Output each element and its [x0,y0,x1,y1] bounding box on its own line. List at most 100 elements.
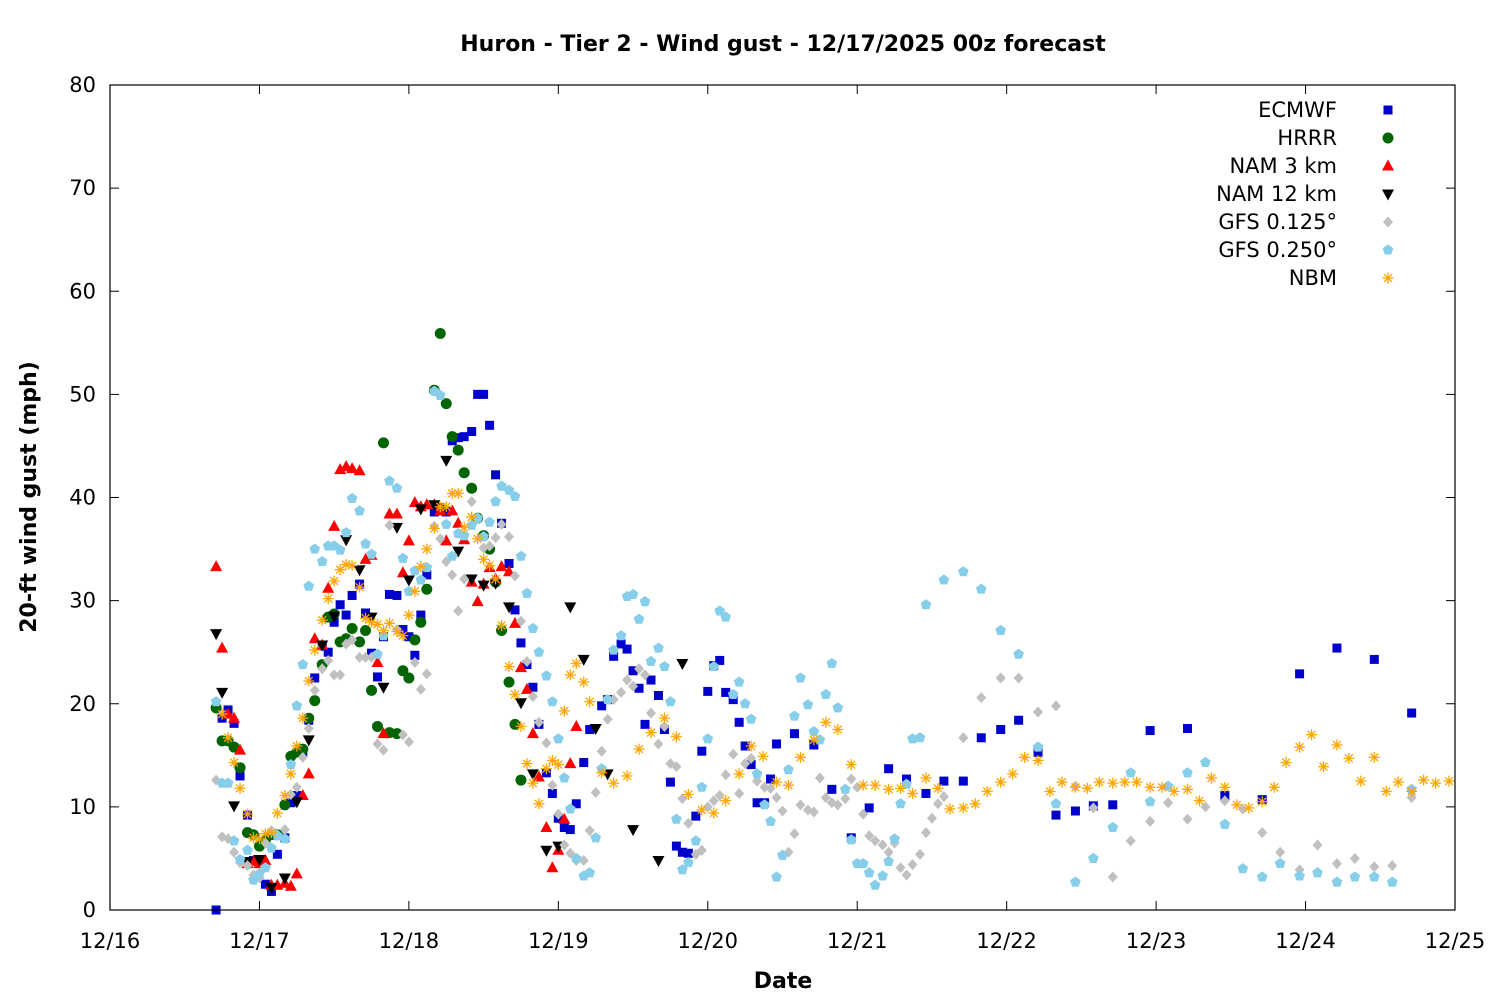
data-point-gfs-0-125 [914,848,925,860]
data-point-nbm [490,573,502,585]
data-point-gfs-0-125 [622,674,633,686]
legend-marker-nam-3-km [1382,159,1394,171]
data-point-ecmwf [715,655,725,665]
data-point-gfs-0-250 [771,871,782,882]
data-point-gfs-0-125 [938,791,949,803]
data-point-nbm [241,808,253,820]
data-point-ecmwf [384,589,394,599]
data-point-nbm [645,727,657,739]
data-point-nbm [346,560,358,572]
data-point-nam-3-km [322,581,335,593]
data-point-gfs-0-125 [378,744,389,756]
data-point-gfs-0-250 [446,550,458,561]
data-point-gfs-0-250 [541,670,552,681]
data-point-nbm [1443,775,1455,787]
data-point-gfs-0-250 [820,688,832,699]
data-point-ecmwf [422,570,432,580]
data-point-hrrr [515,774,527,786]
x-tick-label: 12/21 [827,929,888,953]
data-point-gfs-0-125 [242,860,253,872]
data-point-nam-3-km [471,595,484,607]
data-point-nbm [503,661,515,673]
data-point-nbm [1119,776,1131,788]
data-point-gfs-0-125 [1331,858,1342,870]
data-point-nbm [1205,772,1217,784]
data-point-gfs-0-125 [559,839,570,851]
data-point-gfs-0-250 [659,661,670,672]
data-point-nbm [484,560,496,572]
data-point-hrrr [440,398,452,410]
data-point-nam-12-km [402,575,415,587]
series-gfs-0-125 [211,496,1417,884]
data-point-gfs-0-250 [683,856,694,868]
data-point-nbm [458,521,470,533]
data-point-nam-12-km [477,580,490,592]
data-point-hrrr [409,634,421,646]
data-point-gfs-0-250 [440,518,452,529]
data-point-nbm [969,798,981,810]
data-point-nam-12-km [589,724,602,735]
data-point-nbm [415,561,427,573]
data-point-gfs-0-125 [820,792,831,804]
data-point-gfs-0-250 [1144,796,1156,807]
data-point-ecmwf [752,798,762,808]
data-point-ecmwf [734,717,744,727]
data-point-gfs-0-250 [608,644,619,655]
data-point-ecmwf [697,746,707,756]
data-point-nam-12-km [564,602,577,614]
data-point-gfs-0-125 [920,827,931,839]
data-point-nbm [428,522,440,534]
data-point-nam-12-km [228,801,241,813]
data-point-ecmwf [772,739,782,749]
data-point-nbm [596,767,608,779]
data-point-nbm [584,696,596,708]
data-point-nbm [297,712,309,724]
data-point-gfs-0-250 [260,862,271,873]
data-point-gfs-0-250 [877,870,888,881]
data-point-gfs-0-250 [521,587,533,598]
data-point-ecmwf [740,741,750,751]
data-point-nbm [1280,757,1292,769]
data-point-nam-3-km [396,566,409,578]
data-point-nbm [253,833,265,845]
data-point-nbm [633,743,645,755]
data-point-nam-3-km [328,519,341,531]
data-point-ecmwf [373,672,383,682]
data-point-nbm [285,768,297,780]
data-point-nbm [509,688,521,700]
data-point-nam-3-km [558,812,571,824]
data-point-nbm [1093,776,1105,788]
data-point-gfs-0-250 [279,833,291,844]
data-point-nbm [328,575,340,587]
data-point-nbm [944,803,956,815]
data-point-nam-12-km [414,504,427,516]
data-point-ecmwf [1108,800,1118,810]
data-point-gfs-0-250 [759,799,770,810]
data-point-nam-12-km [514,698,527,710]
data-point-gfs-0-250 [883,855,894,867]
data-point-ecmwf [628,666,638,676]
y-tick-label: 50 [69,382,96,406]
data-point-nbm [995,776,1007,788]
data-point-gfs-0-125 [1033,706,1044,718]
data-point-gfs-0-125 [926,812,937,824]
data-point-gfs-0-125 [504,531,515,543]
data-point-nbm [1168,785,1180,797]
data-point-gfs-0-125 [303,723,314,734]
data-point-gfs-0-250 [590,832,602,843]
data-point-gfs-0-125 [309,684,320,696]
data-point-ecmwf [1182,724,1192,733]
data-point-nam-12-km [328,611,341,623]
y-tick-label: 30 [69,589,96,613]
data-point-gfs-0-250 [570,852,582,863]
legend-label-nam-3-km: NAM 3 km [1229,154,1337,178]
data-point-nam-12-km [540,845,553,857]
data-point-gfs-0-250 [1050,798,1062,809]
data-point-gfs-0-250 [733,676,745,687]
data-point-nam-3-km [390,507,403,519]
data-point-nbm [234,782,246,794]
data-point-gfs-0-250 [496,480,507,491]
data-point-nam-12-km [290,797,303,809]
x-tick-label: 12/19 [528,929,589,953]
